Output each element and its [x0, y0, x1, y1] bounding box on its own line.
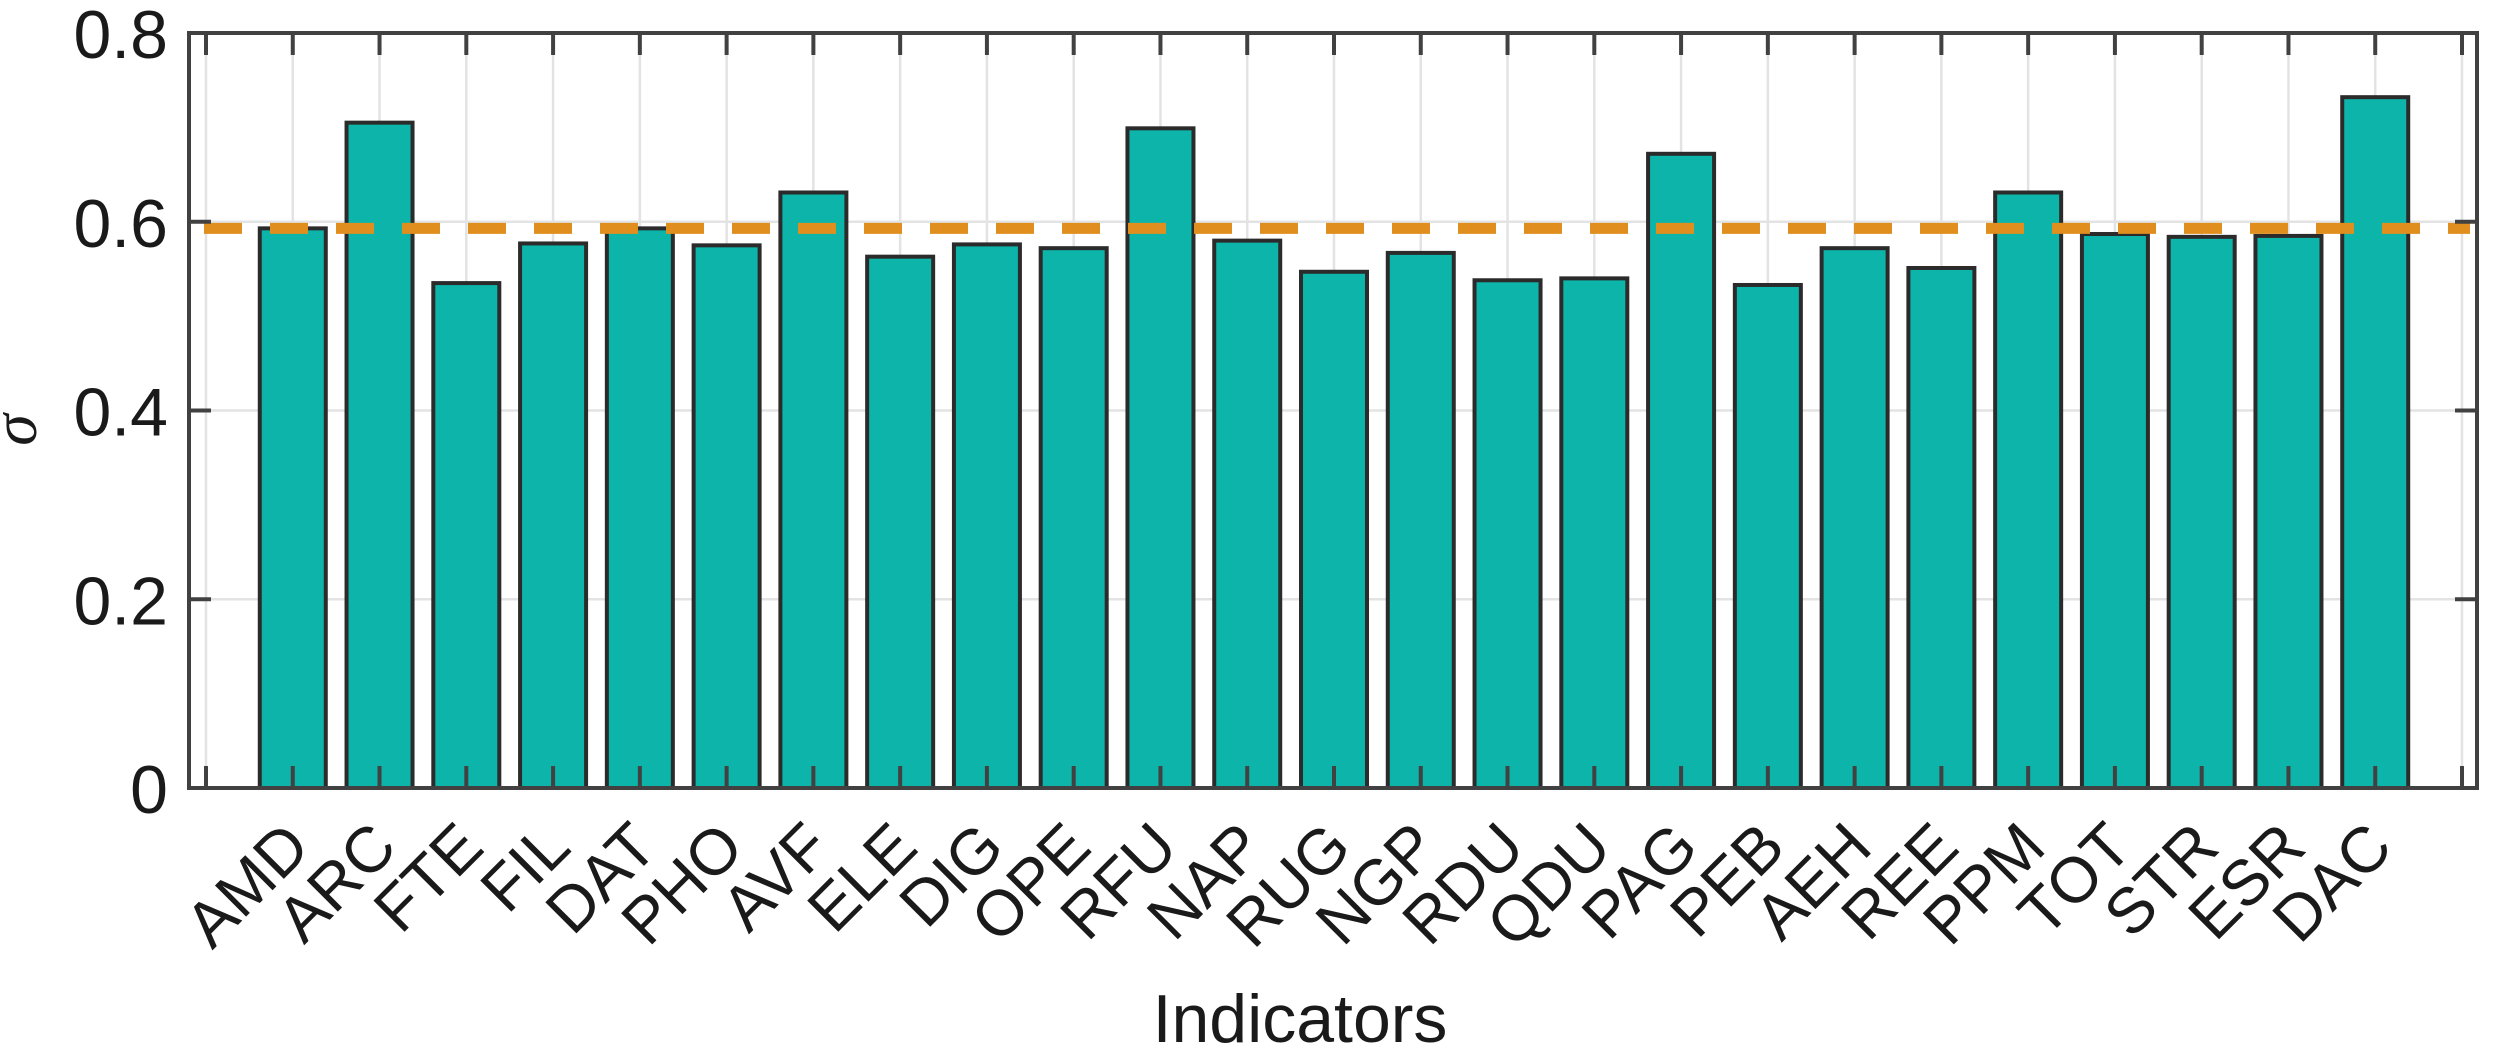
x-axis-title: Indicators: [1153, 981, 1448, 1057]
bar-RUG: [1299, 269, 1369, 790]
bar-AMD: [257, 226, 328, 790]
bar-QDU: [1559, 276, 1630, 790]
bar-ELE: [865, 254, 936, 790]
bar-FIL: [518, 241, 589, 791]
y-axis-title: σ: [0, 412, 50, 446]
bar-REE: [1906, 265, 1977, 790]
bar-FTE: [431, 281, 502, 790]
y-tick-label: 0.8: [73, 0, 168, 73]
y-tick-label: 0.4: [73, 375, 168, 451]
bar-TOT: [2079, 232, 2150, 791]
bar-STR: [2166, 234, 2237, 791]
bar-RFU: [1125, 126, 1196, 791]
y-tick-label: 0.6: [73, 186, 168, 262]
bar-PPM: [1993, 190, 2064, 790]
bar-DIG: [951, 242, 1022, 790]
bar-DAC: [2340, 95, 2411, 791]
bar-NGP: [1385, 250, 1456, 791]
bar-PHO: [691, 243, 762, 790]
axes-box-and-ticks: [187, 31, 2479, 790]
y-tick-label: 0: [130, 752, 168, 828]
bar-RDU: [1472, 278, 1543, 790]
bar-NAP: [1212, 238, 1283, 790]
bars: [257, 95, 2411, 791]
bar-ARC: [344, 120, 415, 790]
bar-AVF: [778, 190, 849, 790]
bar-ESR: [2253, 233, 2324, 790]
bar-OPE: [1038, 246, 1109, 791]
bar-PAG: [1646, 151, 1717, 791]
bar-DAT: [604, 226, 675, 790]
bar-PEB: [1732, 282, 1803, 790]
y-tick-label: 0.2: [73, 563, 168, 639]
bar-AEH: [1819, 246, 1890, 791]
